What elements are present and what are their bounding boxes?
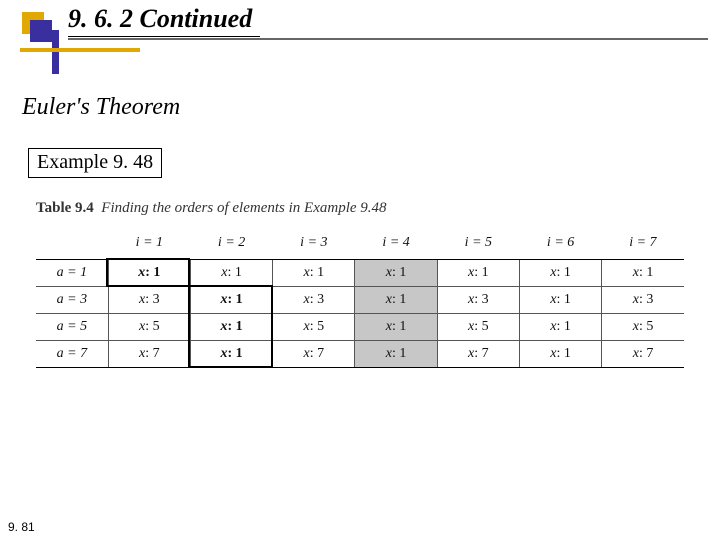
table-caption-text: Finding the orders of elements in Exampl… bbox=[101, 200, 386, 216]
column-header: i = 6 bbox=[519, 231, 601, 260]
table-row: a = 5x: 5x: 1x: 5x: 1x: 5x: 1x: 5 bbox=[36, 314, 684, 341]
row-label: a = 3 bbox=[36, 287, 108, 314]
table-row: a = 3x: 3x: 1x: 3x: 1x: 3x: 1x: 3 bbox=[36, 287, 684, 314]
column-header: i = 1 bbox=[108, 231, 190, 260]
column-header: i = 4 bbox=[355, 231, 437, 260]
orders-table: i = 1i = 2i = 3i = 4i = 5i = 6i = 7 a = … bbox=[36, 231, 684, 368]
table-cell: x: 7 bbox=[273, 341, 355, 368]
subsection-title: Euler's Theorem bbox=[22, 94, 180, 121]
table-cell: x: 1 bbox=[355, 341, 437, 368]
column-header: i = 7 bbox=[602, 231, 684, 260]
table-cell: x: 5 bbox=[602, 314, 684, 341]
vertical-accent-bar bbox=[52, 30, 59, 74]
section-title: 9. 6. 2 Continued bbox=[68, 4, 260, 37]
table-cell: x: 3 bbox=[437, 287, 519, 314]
table-cell: x: 3 bbox=[108, 287, 190, 314]
table-cell: x: 1 bbox=[519, 314, 601, 341]
row-label: a = 7 bbox=[36, 341, 108, 368]
table-cell: x: 1 bbox=[602, 260, 684, 287]
table-cell: x: 3 bbox=[273, 287, 355, 314]
table-cell: x: 1 bbox=[190, 314, 272, 341]
table-cell: x: 1 bbox=[519, 260, 601, 287]
table-cell: x: 5 bbox=[108, 314, 190, 341]
title-underline bbox=[68, 38, 708, 40]
table-cell: x: 7 bbox=[602, 341, 684, 368]
column-header: i = 5 bbox=[437, 231, 519, 260]
horizontal-accent-bar bbox=[20, 48, 140, 52]
row-label: a = 5 bbox=[36, 314, 108, 341]
column-header: i = 3 bbox=[273, 231, 355, 260]
table-cell: x: 1 bbox=[190, 260, 272, 287]
row-label: a = 1 bbox=[36, 260, 108, 287]
table-cell: x: 1 bbox=[108, 260, 190, 287]
table-row: a = 1x: 1x: 1x: 1x: 1x: 1x: 1x: 1 bbox=[36, 260, 684, 287]
table-cell: x: 7 bbox=[437, 341, 519, 368]
header-empty bbox=[36, 231, 108, 260]
table-cell: x: 1 bbox=[437, 260, 519, 287]
table-caption-number: Table 9.4 bbox=[36, 200, 94, 216]
table-cell: x: 1 bbox=[190, 341, 272, 368]
table-row: a = 7x: 7x: 1x: 7x: 1x: 7x: 1x: 7 bbox=[36, 341, 684, 368]
table-cell: x: 1 bbox=[273, 260, 355, 287]
table-region: Table 9.4 Finding the orders of elements… bbox=[36, 200, 684, 368]
table-cell: x: 3 bbox=[602, 287, 684, 314]
table-caption: Table 9.4 Finding the orders of elements… bbox=[36, 200, 684, 217]
table-cell: x: 7 bbox=[108, 341, 190, 368]
table-cell: x: 1 bbox=[519, 341, 601, 368]
table-cell: x: 1 bbox=[519, 287, 601, 314]
table-cell: x: 1 bbox=[190, 287, 272, 314]
table-cell: x: 1 bbox=[355, 314, 437, 341]
table-cell: x: 5 bbox=[437, 314, 519, 341]
slide-header: 9. 6. 2 Continued bbox=[0, 0, 720, 48]
column-header: i = 2 bbox=[190, 231, 272, 260]
table-cell: x: 1 bbox=[355, 287, 437, 314]
table-cell: x: 5 bbox=[273, 314, 355, 341]
page-number: 9. 81 bbox=[8, 520, 35, 534]
example-label-box: Example 9. 48 bbox=[28, 148, 162, 178]
table-cell: x: 1 bbox=[355, 260, 437, 287]
